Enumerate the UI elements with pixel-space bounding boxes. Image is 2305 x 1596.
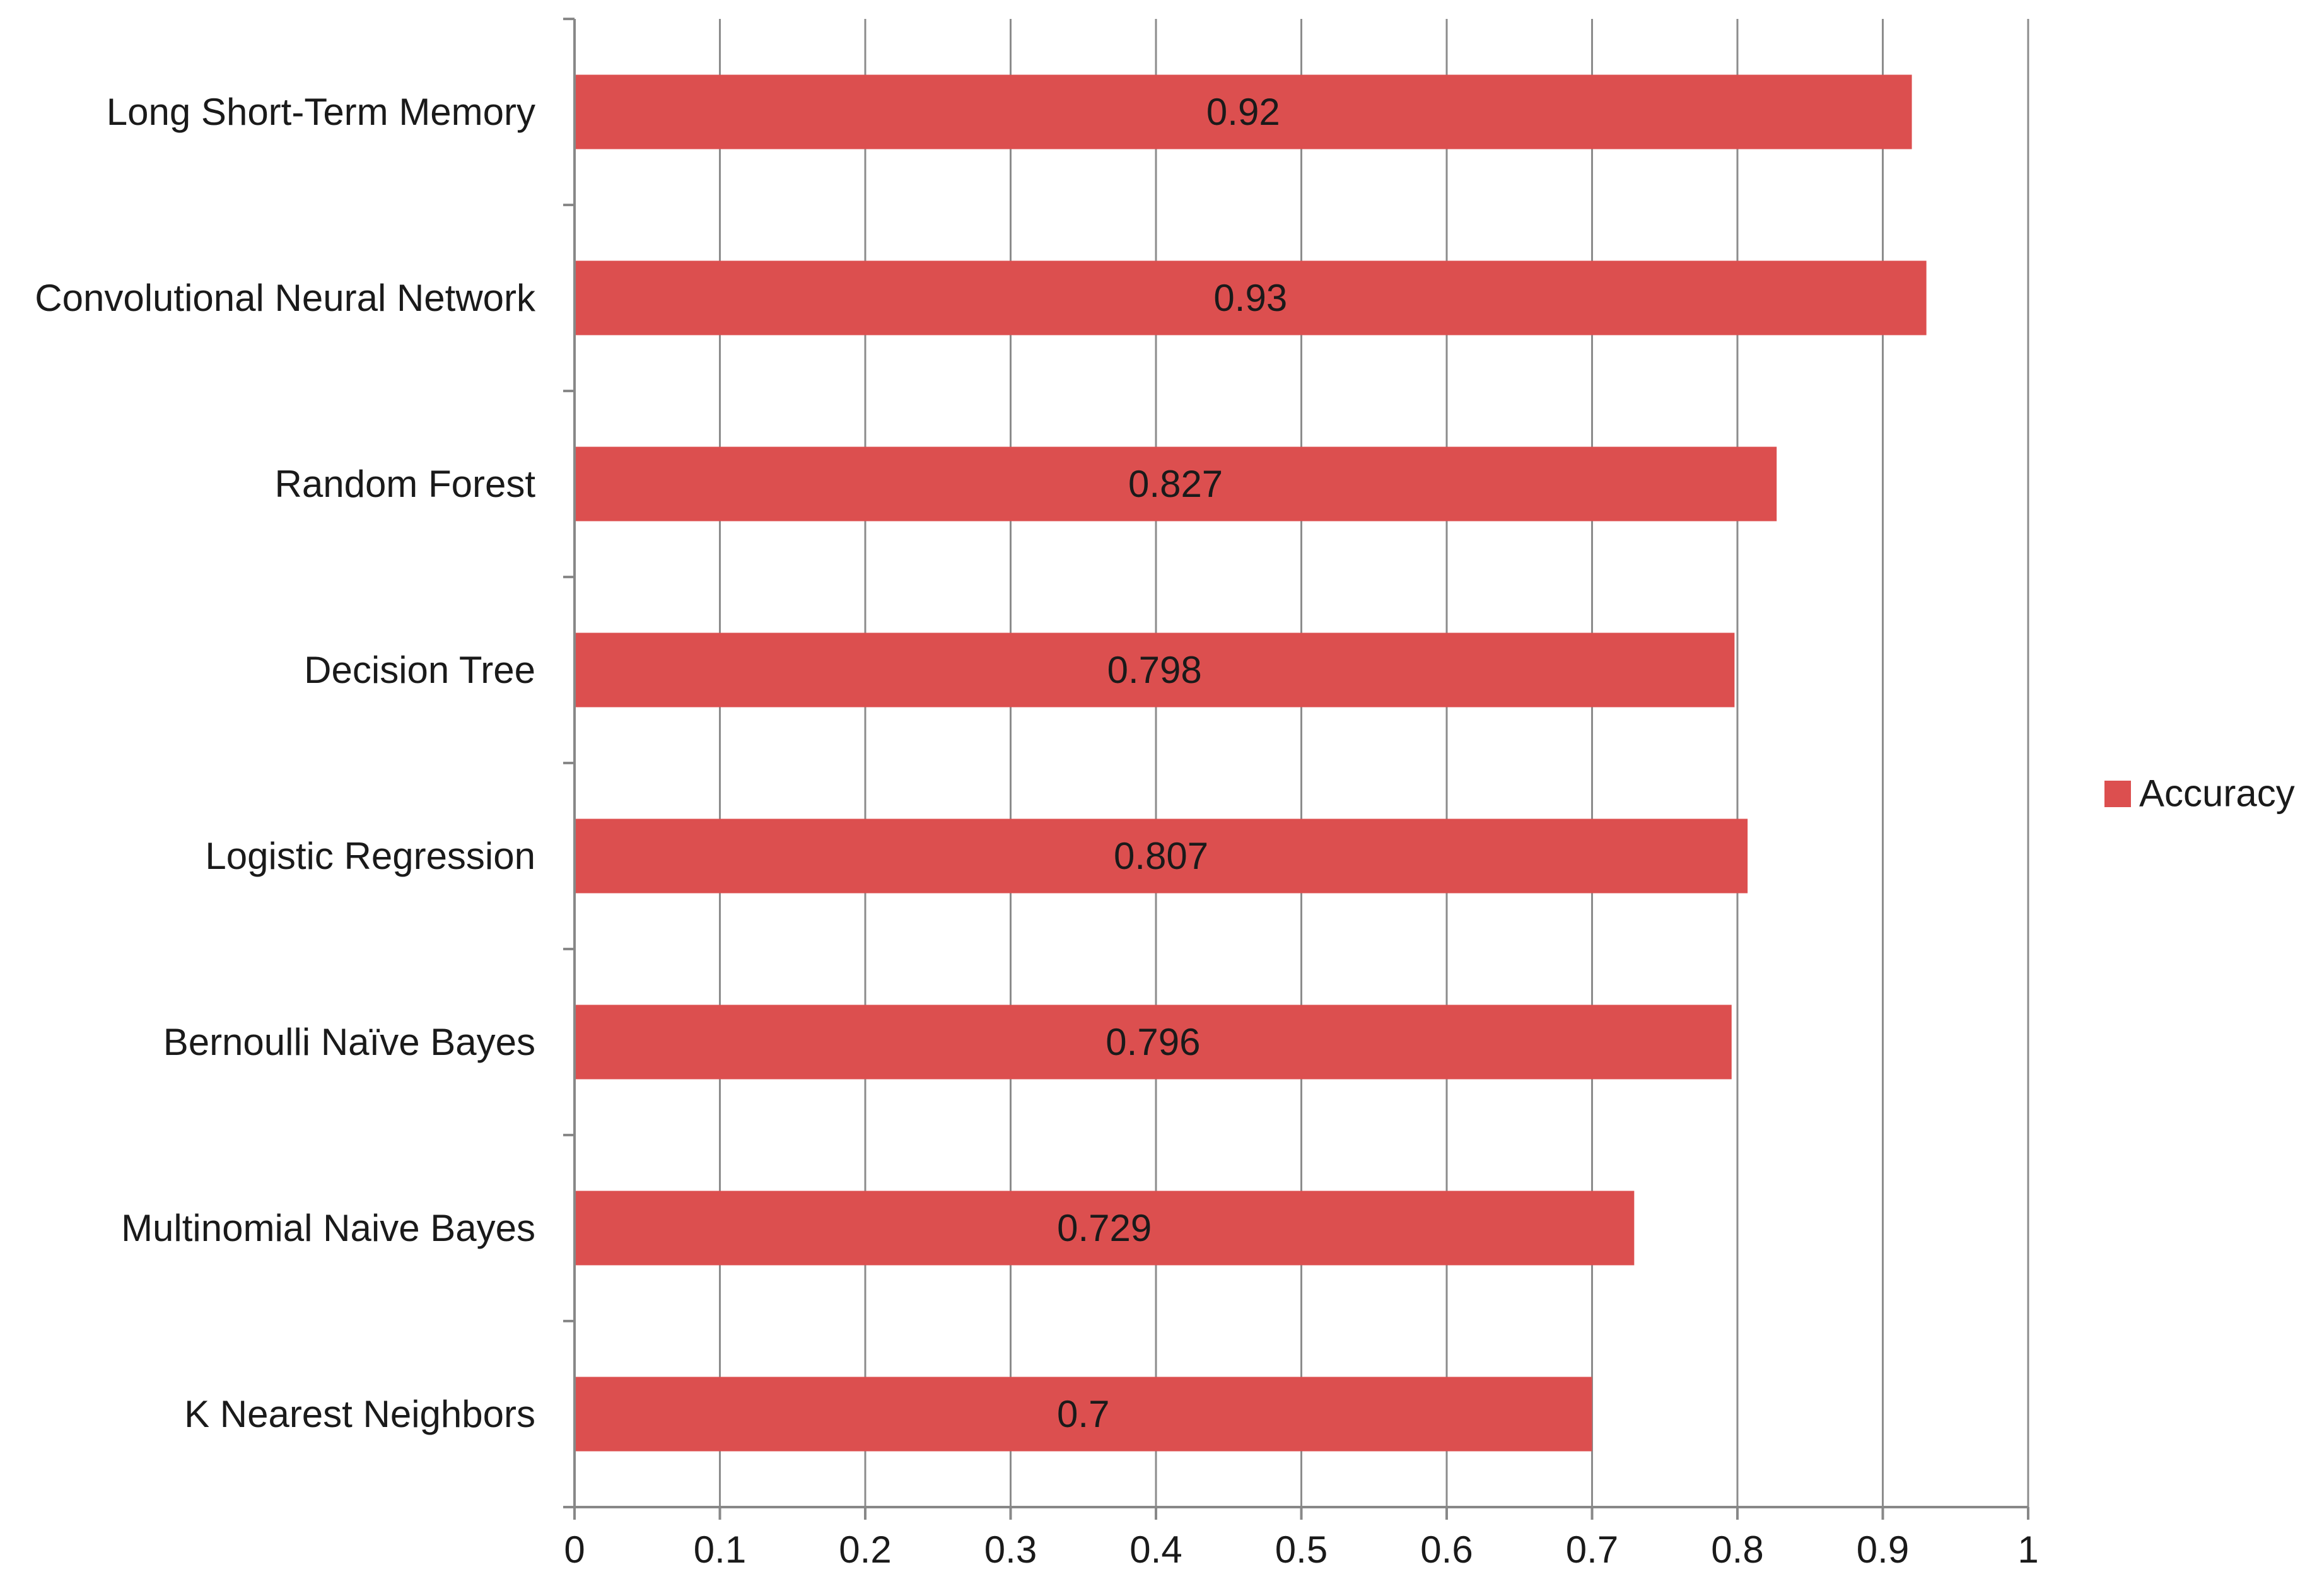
category-label: K Nearest Neighbors (184, 1393, 535, 1435)
bar (575, 818, 1748, 894)
category-label: Decision Tree (304, 649, 535, 691)
bar (575, 446, 1777, 521)
bar (575, 632, 1735, 708)
category-label: Random Forest (275, 463, 536, 505)
x-tick-label: 0.2 (839, 1529, 891, 1571)
bar (575, 1005, 1732, 1080)
x-tick-label: 0.6 (1420, 1529, 1473, 1571)
category-label: Long Short-Term Memory (107, 91, 535, 133)
legend: Accuracy (2104, 772, 2295, 815)
data-label: 0.796 (1106, 1021, 1200, 1063)
data-label: 0.827 (1128, 463, 1223, 505)
legend-label: Accuracy (2139, 772, 2295, 815)
x-tick-label: 0 (564, 1529, 585, 1571)
bar (575, 74, 1912, 149)
bar (575, 260, 1927, 335)
data-label: 0.798 (1107, 649, 1202, 691)
data-label: 0.807 (1114, 835, 1208, 877)
x-tick-label: 0.8 (1711, 1529, 1763, 1571)
axes (563, 18, 2029, 1520)
category-label: Multinomial Naive Bayes (121, 1207, 535, 1249)
x-tick-label: 0.1 (694, 1529, 746, 1571)
x-tick-label: 1 (2017, 1529, 2038, 1571)
x-tick-label: 0.5 (1275, 1529, 1328, 1571)
category-label: Logistic Regression (205, 835, 535, 877)
x-tick-label: 0.3 (984, 1529, 1037, 1571)
x-tick-label: 0.9 (1857, 1529, 1909, 1571)
labels: 0.92 Long Short-Term Memory 0.93 Convolutio… (35, 91, 2038, 1571)
data-label: 0.92 (1206, 91, 1280, 133)
data-label: 0.7 (1057, 1393, 1109, 1435)
category-label: Bernoulli Naïve Bayes (163, 1021, 535, 1063)
data-label: 0.93 (1213, 277, 1287, 319)
bars (575, 74, 1927, 1452)
x-tick-label: 0.4 (1129, 1529, 1182, 1571)
category-label: Convolutional Neural Network (35, 277, 536, 319)
legend-swatch (2104, 781, 2131, 807)
x-tick-label: 0.7 (1566, 1529, 1618, 1571)
bar (575, 1377, 1592, 1452)
data-label: 0.729 (1057, 1207, 1152, 1249)
bar (575, 1191, 1635, 1266)
gridlines (719, 19, 2029, 1507)
